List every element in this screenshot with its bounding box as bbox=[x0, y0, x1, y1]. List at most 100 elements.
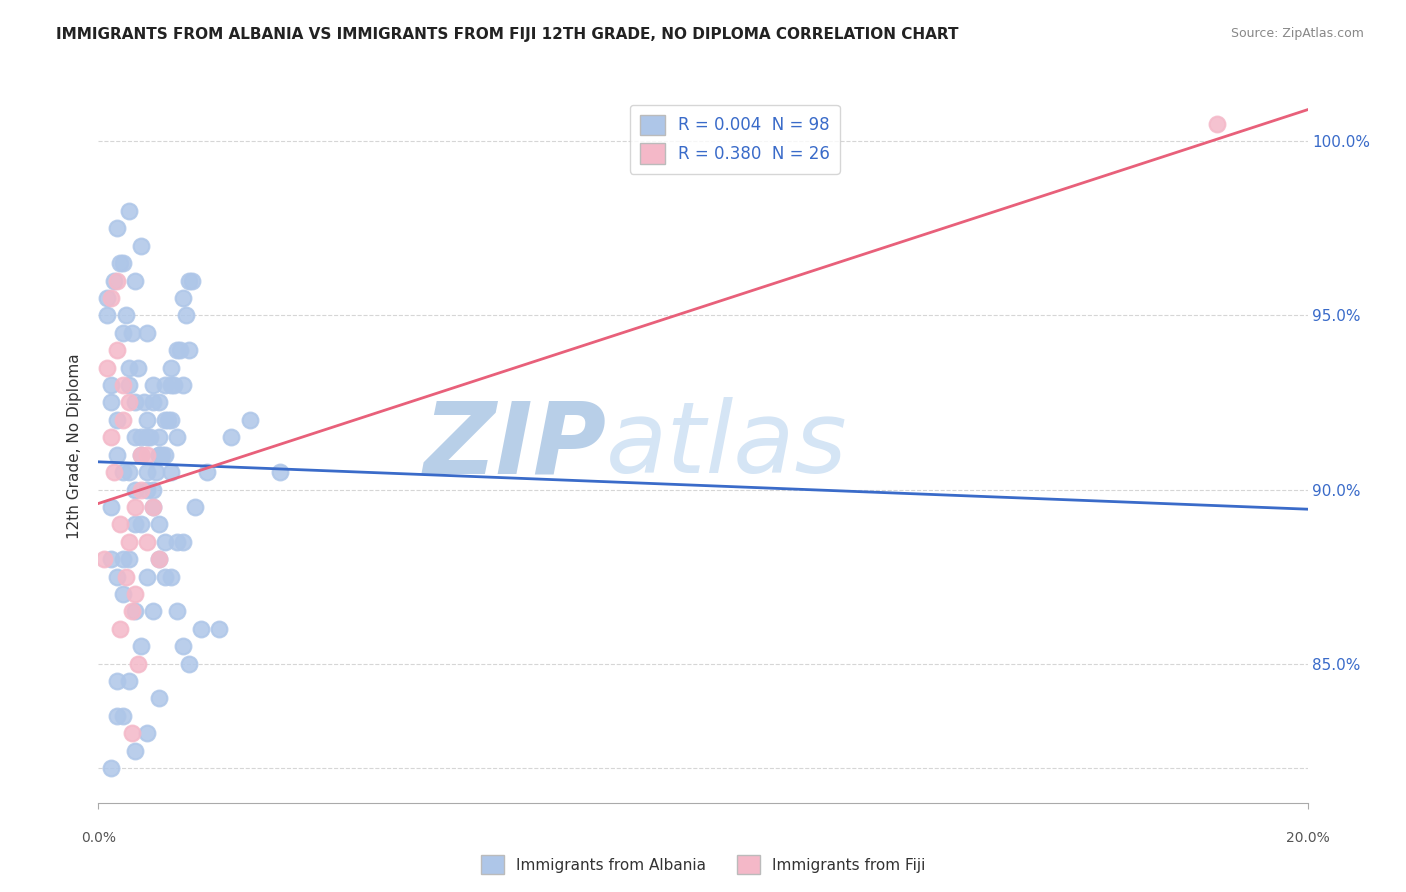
Point bbox=[124, 743, 146, 757]
Point bbox=[105, 274, 128, 288]
Point bbox=[135, 483, 157, 497]
Point bbox=[118, 204, 141, 219]
Legend: R = 0.004  N = 98, R = 0.380  N = 26: R = 0.004 N = 98, R = 0.380 N = 26 bbox=[630, 104, 839, 174]
Point bbox=[114, 309, 136, 323]
Point bbox=[135, 413, 157, 427]
Point bbox=[239, 413, 262, 427]
Point bbox=[148, 395, 170, 409]
Point bbox=[129, 483, 152, 497]
Point bbox=[111, 413, 134, 427]
Point bbox=[129, 448, 152, 462]
Point bbox=[166, 604, 188, 618]
Point bbox=[124, 587, 146, 601]
Point bbox=[100, 378, 122, 392]
Point bbox=[163, 378, 186, 392]
Point bbox=[221, 430, 243, 444]
Point bbox=[148, 430, 170, 444]
Point bbox=[93, 552, 115, 566]
Point bbox=[111, 587, 134, 601]
Point bbox=[148, 552, 170, 566]
Point bbox=[179, 657, 201, 671]
Point bbox=[195, 465, 218, 479]
Point bbox=[142, 378, 165, 392]
Point bbox=[153, 378, 176, 392]
Y-axis label: 12th Grade, No Diploma: 12th Grade, No Diploma bbox=[67, 353, 83, 539]
Point bbox=[181, 274, 204, 288]
Point bbox=[111, 708, 134, 723]
Point bbox=[1206, 117, 1229, 131]
Point bbox=[103, 465, 125, 479]
Point bbox=[100, 395, 122, 409]
Point bbox=[172, 378, 194, 392]
Point bbox=[129, 639, 152, 653]
Point bbox=[129, 448, 152, 462]
Point bbox=[142, 500, 165, 514]
Point bbox=[100, 552, 122, 566]
Point bbox=[135, 465, 157, 479]
Point bbox=[148, 448, 170, 462]
Point bbox=[172, 534, 194, 549]
Point bbox=[111, 326, 134, 340]
Text: 0.0%: 0.0% bbox=[82, 831, 115, 846]
Point bbox=[160, 378, 183, 392]
Point bbox=[160, 569, 183, 583]
Point bbox=[148, 552, 170, 566]
Point bbox=[190, 622, 212, 636]
Point bbox=[100, 430, 122, 444]
Point bbox=[121, 726, 143, 740]
Point bbox=[96, 291, 118, 305]
Point bbox=[172, 639, 194, 653]
Point bbox=[129, 239, 152, 253]
Point bbox=[124, 500, 146, 514]
Point bbox=[96, 309, 118, 323]
Point bbox=[103, 274, 125, 288]
Point bbox=[135, 448, 157, 462]
Point bbox=[124, 430, 146, 444]
Point bbox=[135, 430, 157, 444]
Point bbox=[135, 326, 157, 340]
Point bbox=[105, 343, 128, 358]
Point bbox=[179, 343, 201, 358]
Point bbox=[111, 465, 134, 479]
Point bbox=[166, 343, 188, 358]
Point bbox=[124, 483, 146, 497]
Point bbox=[118, 465, 141, 479]
Point bbox=[153, 448, 176, 462]
Point bbox=[111, 256, 134, 270]
Point bbox=[269, 465, 291, 479]
Point bbox=[118, 395, 141, 409]
Point bbox=[127, 657, 149, 671]
Point bbox=[132, 395, 155, 409]
Point bbox=[135, 726, 157, 740]
Point bbox=[105, 221, 128, 235]
Point bbox=[179, 274, 201, 288]
Point bbox=[184, 500, 207, 514]
Text: ZIP: ZIP bbox=[423, 398, 606, 494]
Point bbox=[153, 534, 176, 549]
Point bbox=[108, 517, 131, 532]
Point bbox=[124, 604, 146, 618]
Point bbox=[118, 360, 141, 375]
Point bbox=[148, 448, 170, 462]
Text: IMMIGRANTS FROM ALBANIA VS IMMIGRANTS FROM FIJI 12TH GRADE, NO DIPLOMA CORRELATI: IMMIGRANTS FROM ALBANIA VS IMMIGRANTS FR… bbox=[56, 27, 959, 42]
Point bbox=[172, 291, 194, 305]
Point bbox=[160, 413, 183, 427]
Point bbox=[111, 552, 134, 566]
Point bbox=[118, 534, 141, 549]
Point bbox=[105, 673, 128, 688]
Point bbox=[105, 413, 128, 427]
Point bbox=[100, 291, 122, 305]
Point bbox=[118, 378, 141, 392]
Point bbox=[129, 430, 152, 444]
Point bbox=[160, 360, 183, 375]
Point bbox=[142, 500, 165, 514]
Point bbox=[111, 378, 134, 392]
Point bbox=[145, 465, 167, 479]
Point bbox=[124, 517, 146, 532]
Point bbox=[153, 413, 176, 427]
Point bbox=[135, 569, 157, 583]
Point bbox=[96, 360, 118, 375]
Point bbox=[166, 430, 188, 444]
Point bbox=[121, 604, 143, 618]
Text: atlas: atlas bbox=[606, 398, 848, 494]
